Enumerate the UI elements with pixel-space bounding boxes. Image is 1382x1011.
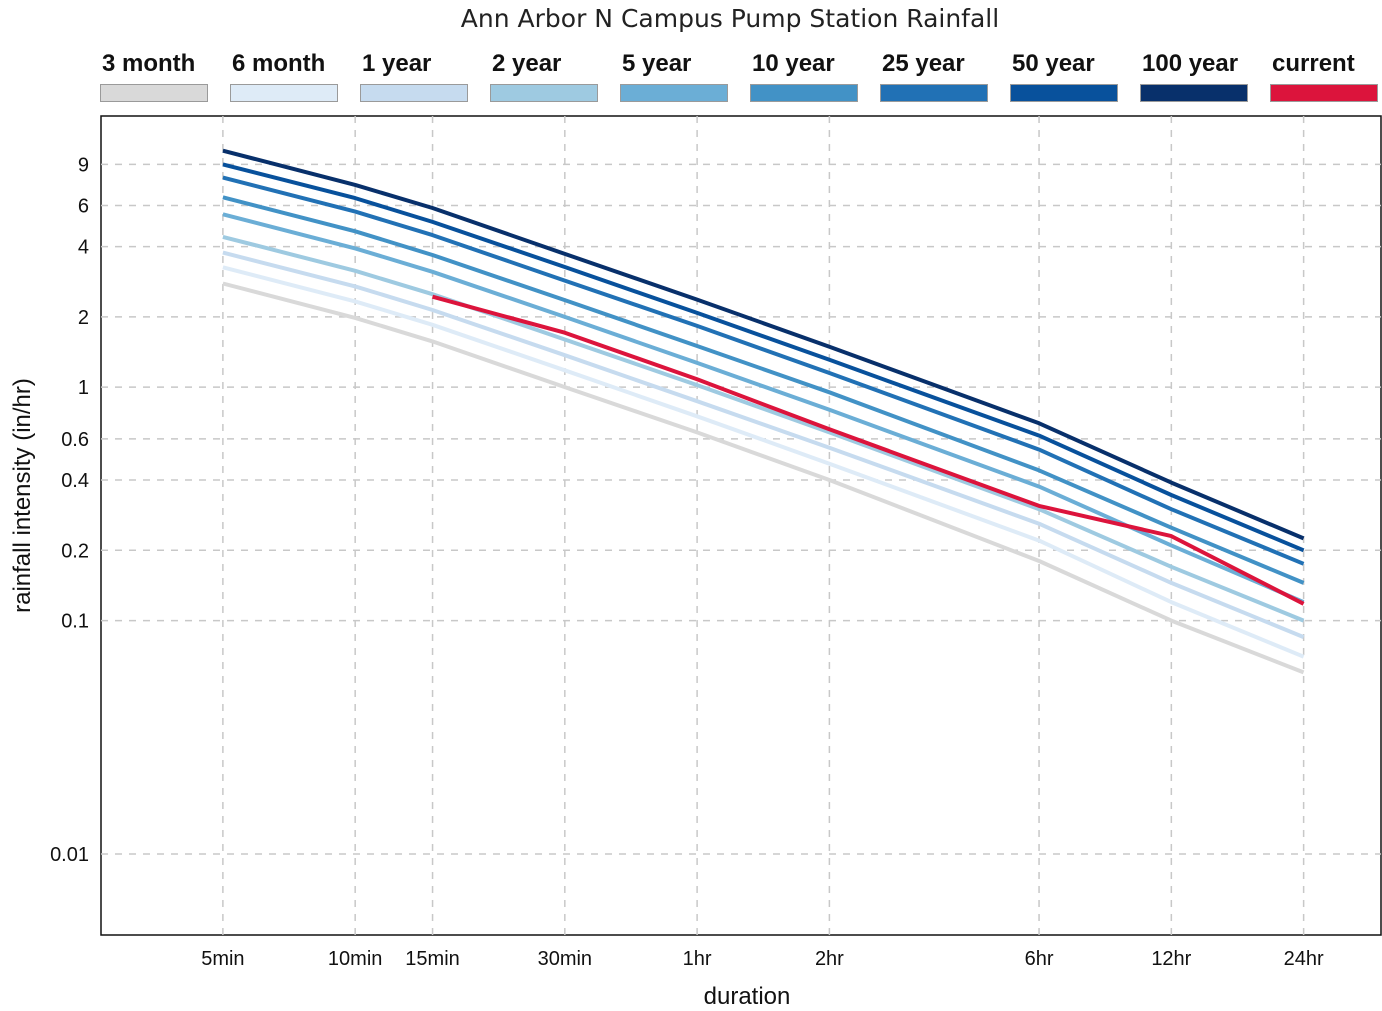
- legend-item: 25 year: [880, 50, 992, 108]
- y-tick-label: 0.1: [61, 611, 89, 633]
- x-tick-label: 12hr: [1151, 948, 1191, 970]
- legend-item: 3 month: [100, 50, 212, 108]
- legend-swatch: [620, 84, 728, 102]
- y-tick-label: 0.4: [61, 470, 89, 492]
- series-line-10-year: [222, 195, 1305, 585]
- legend-swatch: [490, 84, 598, 102]
- legend-label: 5 year: [622, 50, 692, 77]
- series-layer: [222, 148, 1305, 675]
- y-axis-title: rainfall intensity (in/hr): [9, 378, 36, 613]
- legend-item: 100 year: [1140, 50, 1252, 108]
- legend-swatch: [360, 84, 468, 102]
- y-tick-label: 1: [78, 377, 89, 399]
- x-axis-ticks: 5min 10min 15min 30min 1hr 2hr 6hr 12hr 24hr: [201, 948, 1324, 970]
- legend-swatch: [100, 84, 208, 102]
- legend-swatch: [1010, 84, 1118, 102]
- legend-label: 50 year: [1012, 50, 1095, 77]
- x-tick-label: 10min: [328, 948, 382, 970]
- y-tick-label: 9: [78, 154, 89, 176]
- y-axis-ticks: 0.01 0.1 0.2 0.4 0.6 1 2 4 6 9: [50, 154, 89, 866]
- y-tick-label: 6: [78, 195, 89, 217]
- x-tick-label: 30min: [538, 948, 592, 970]
- series-line-100-year: [222, 148, 1305, 541]
- legend-label: 6 month: [232, 50, 326, 77]
- plot-frame: [100, 115, 1382, 936]
- y-tick-label: 0.01: [50, 844, 89, 866]
- x-tick-label: 6hr: [1025, 948, 1054, 970]
- y-tick-label: 0.2: [61, 540, 89, 562]
- chart-title: Ann Arbor N Campus Pump Station Rainfall: [460, 4, 1000, 33]
- series-line-25-year: [222, 175, 1305, 566]
- series-line-3-month: [222, 281, 1305, 675]
- legend-swatch: [1140, 84, 1248, 102]
- series-line-6-month: [222, 265, 1305, 659]
- x-tick-label: 2hr: [815, 948, 844, 970]
- legend-item: 6 month: [230, 50, 342, 108]
- legend-label: 3 month: [102, 50, 196, 77]
- y-tick-label: 0.6: [61, 429, 89, 451]
- legend-swatch: [750, 84, 858, 102]
- legend-item: 1 year: [360, 50, 472, 108]
- legend-item: 50 year: [1010, 50, 1122, 108]
- x-tick-label: 15min: [405, 948, 459, 970]
- legend: 3 month 6 month 1 year 2 year 5 year 10 year 2…: [100, 50, 1382, 110]
- y-tick-label: 4: [78, 237, 89, 259]
- series-line-2-year: [222, 234, 1305, 623]
- legend-item: 5 year: [620, 50, 732, 108]
- series-line-current: [431, 294, 1305, 606]
- series-line-50-year: [222, 162, 1305, 553]
- x-tick-label: 5min: [201, 948, 244, 970]
- y-tick-label: 2: [78, 307, 89, 329]
- legend-label: 10 year: [752, 50, 835, 77]
- x-axis-title: duration: [704, 983, 791, 1010]
- legend-swatch: [1270, 84, 1378, 102]
- series-line-1-year: [222, 250, 1305, 639]
- grid: [101, 116, 1381, 935]
- legend-label: 25 year: [882, 50, 965, 77]
- legend-label: 1 year: [362, 50, 432, 77]
- legend-swatch: [230, 84, 338, 102]
- legend-label: 2 year: [492, 50, 562, 77]
- legend-label: 100 year: [1142, 50, 1239, 77]
- legend-item: 10 year: [750, 50, 862, 108]
- legend-swatch: [880, 84, 988, 102]
- legend-item: current: [1270, 50, 1382, 108]
- legend-item: 2 year: [490, 50, 602, 108]
- legend-label: current: [1272, 50, 1355, 77]
- x-tick-label: 1hr: [683, 948, 712, 970]
- x-tick-label: 24hr: [1284, 948, 1324, 970]
